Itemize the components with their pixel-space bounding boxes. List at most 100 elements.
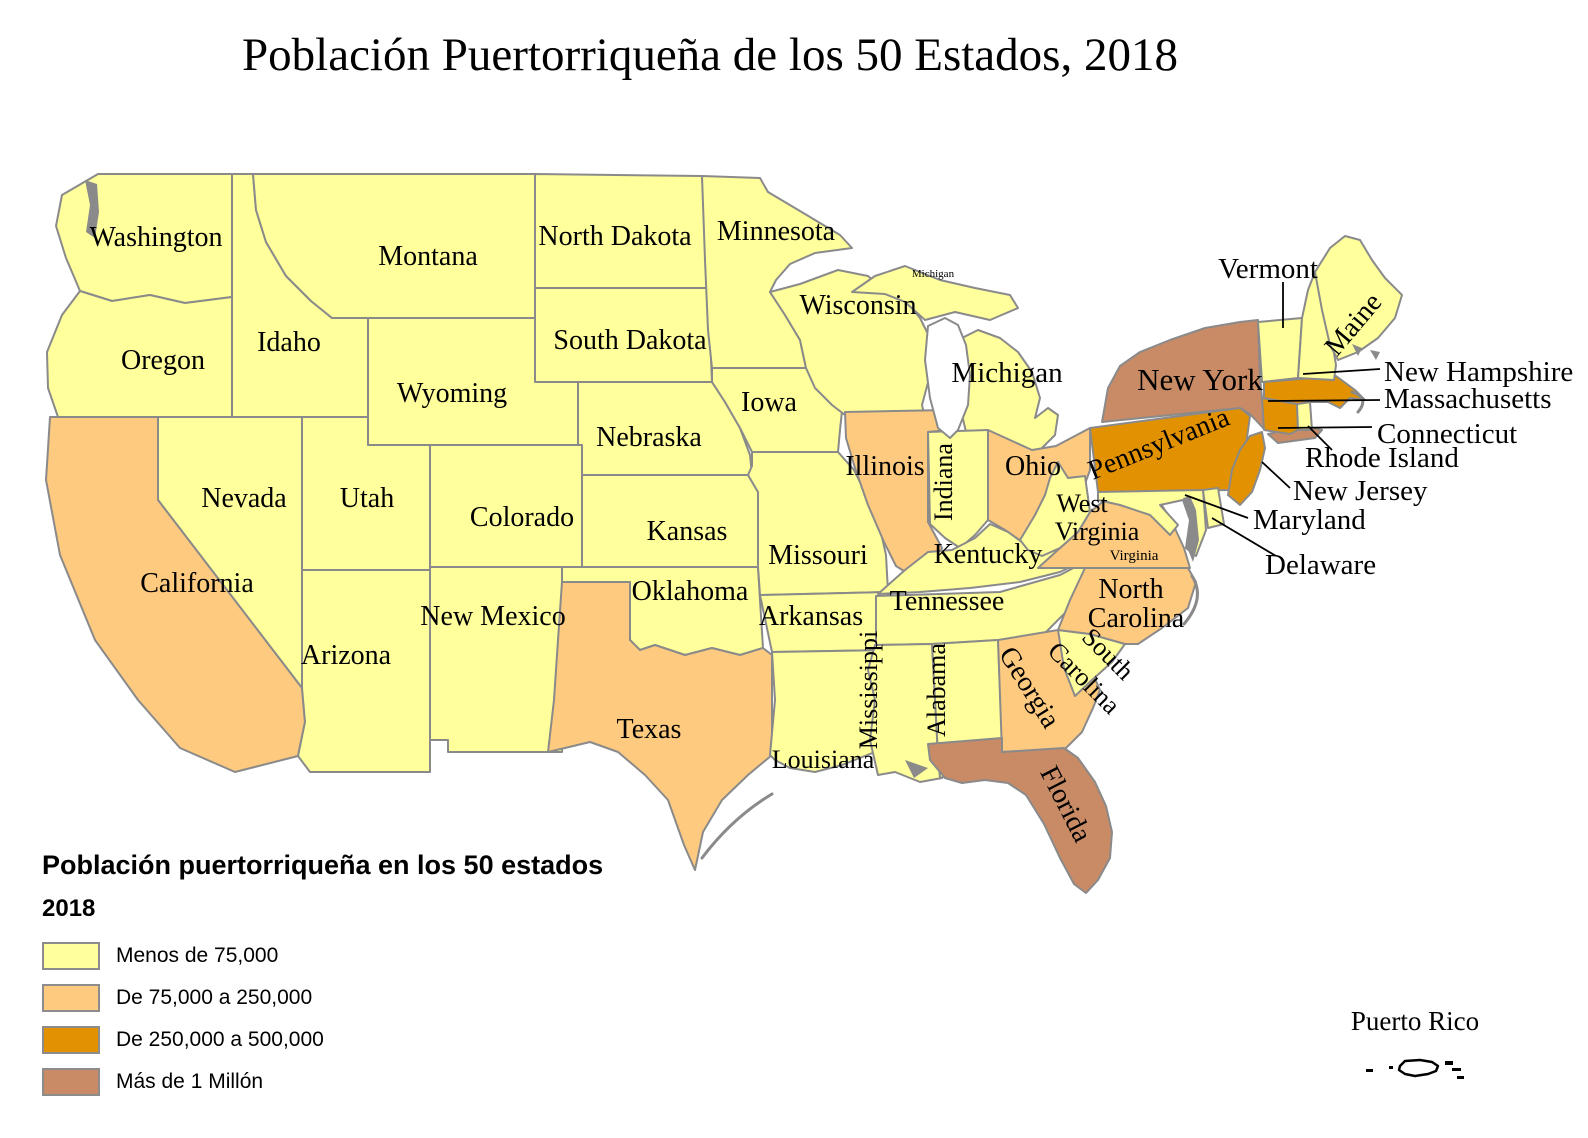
- state-new-mexico: [429, 566, 563, 753]
- label-texas: Texas: [617, 714, 682, 745]
- lake-michigan-icon: [924, 317, 971, 439]
- label-california: California: [140, 568, 254, 599]
- label-oklahoma: Oklahoma: [632, 576, 749, 607]
- callout-line-maryland: [1184, 494, 1249, 519]
- state-new-jersey: [1227, 431, 1266, 506]
- state-rhode-island: [1296, 401, 1313, 431]
- label-mississippi: Mississippi: [854, 631, 883, 750]
- callout-line-connecticut: [1277, 426, 1373, 429]
- label-colorado: Colorado: [470, 502, 574, 533]
- legend-row: De 250,000 a 500,000: [42, 1025, 642, 1055]
- label-wisconsin: Wisconsin: [799, 290, 916, 321]
- label-utah: Utah: [340, 483, 394, 514]
- state-arizona: [297, 569, 431, 773]
- callout-labels-group: Vermont New Hampshire Massachusetts Conn…: [1218, 253, 1573, 581]
- label-arkansas: Arkansas: [759, 601, 863, 632]
- state-florida: [927, 737, 1113, 894]
- label-west-virginia-1: West: [1056, 489, 1108, 518]
- label-kentucky: Kentucky: [934, 539, 1043, 570]
- label-washington: Washington: [89, 222, 222, 253]
- label-nevada: Nevada: [201, 483, 287, 514]
- legend-label-category-4: Más de 1 Millón: [116, 1070, 264, 1094]
- state-delaware: [1202, 487, 1225, 529]
- puerto-rico-islet-east2-icon: [1452, 1068, 1461, 1071]
- callout-label-new-hampshire: New Hampshire: [1384, 356, 1573, 388]
- label-kansas: Kansas: [647, 516, 728, 547]
- legend-label-category-2: De 75,000 a 250,000: [116, 986, 313, 1010]
- label-south-dakota: South Dakota: [553, 325, 707, 356]
- label-wyoming: Wyoming: [397, 378, 507, 409]
- state-california: [45, 416, 306, 773]
- legend-row: Menos de 75,000: [42, 941, 642, 971]
- legend-title: Población puertorriqueña en los 50 estad…: [42, 850, 604, 880]
- label-louisiana: Louisiana: [772, 745, 875, 774]
- label-ohio: Ohio: [1005, 451, 1061, 482]
- callout-lines-group: [1184, 282, 1381, 557]
- label-nebraska: Nebraska: [596, 422, 702, 453]
- puerto-rico-inset: Puerto Rico: [1351, 1006, 1479, 1079]
- callout-line-new-hampshire: [1302, 368, 1381, 375]
- state-maryland: [1097, 489, 1207, 557]
- label-north-carolina-2: Carolina: [1088, 603, 1185, 634]
- callout-label-connecticut: Connecticut: [1377, 418, 1517, 450]
- puerto-rico-island-icon: [1397, 1058, 1440, 1078]
- state-minnesota: [701, 175, 853, 369]
- label-illinois: Illinois: [845, 451, 924, 482]
- label-idaho: Idaho: [257, 327, 321, 358]
- state-labels-group: Washington Oregon California Nevada Idah…: [89, 216, 1388, 848]
- callout-line-delaware: [1211, 517, 1277, 557]
- maine-coast-islands-icon: [1352, 344, 1380, 360]
- legend-items: Menos de 75,000 De 75,000 a 250,000 De 2…: [42, 941, 642, 1097]
- label-north-carolina-1: North: [1098, 574, 1163, 605]
- puerto-rico-islet-west-icon: [1366, 1069, 1373, 1072]
- puerto-rico-islet-south-icon: [1457, 1076, 1464, 1079]
- state-west-virginia: [1019, 461, 1091, 557]
- label-new-mexico: New Mexico: [420, 601, 565, 632]
- callout-label-maryland: Maryland: [1253, 504, 1366, 536]
- label-missouri: Missouri: [768, 540, 868, 571]
- puerto-rico-islet-icon: [1389, 1066, 1393, 1069]
- state-vermont: [1257, 317, 1303, 383]
- puerto-rico-islet-east1-icon: [1445, 1061, 1453, 1065]
- legend-swatch-category-2: [42, 984, 100, 1013]
- legend-swatch-category-3: [42, 1026, 100, 1055]
- state-texas: [547, 581, 773, 871]
- label-alabama: Alabama: [922, 643, 951, 737]
- callout-line-new-jersey: [1261, 461, 1291, 489]
- callout-label-new-jersey: New Jersey: [1293, 475, 1428, 507]
- label-arizona: Arizona: [301, 640, 392, 671]
- chesapeake-bay-icon: [1183, 496, 1199, 562]
- label-tennessee: Tennessee: [890, 586, 1005, 617]
- callout-label-rhode-island: Rhode Island: [1305, 442, 1459, 474]
- outer-banks-icon: [1182, 574, 1199, 626]
- states-group: [45, 173, 1403, 894]
- legend-row: Más de 1 Millón: [42, 1067, 642, 1097]
- label-oregon: Oregon: [121, 345, 205, 376]
- callout-label-massachusetts: Massachusetts: [1384, 383, 1552, 415]
- legend-label-category-1: Menos de 75,000: [116, 944, 279, 968]
- mississippi-delta-icon: [905, 760, 928, 778]
- page-title: Población Puertorriqueña de los 50 Estad…: [242, 29, 1178, 81]
- label-iowa: Iowa: [741, 387, 798, 418]
- legend-swatch-category-4: [42, 1068, 100, 1097]
- callout-label-vermont: Vermont: [1218, 253, 1318, 285]
- label-west-virginia-2: Virginia: [1055, 517, 1140, 546]
- water-and-coast-decorations: [85, 180, 1380, 860]
- label-indiana: Indiana: [929, 443, 958, 521]
- legend-swatch-category-1: [42, 942, 100, 971]
- label-minnesota: Minnesota: [717, 216, 836, 247]
- state-michigan-upper: [851, 265, 1019, 321]
- label-new-york: New York: [1137, 362, 1263, 397]
- label-virginia: Virginia: [1110, 548, 1159, 564]
- legend: Población puertorriqueña en los 50 estad…: [42, 850, 642, 1097]
- legend-label-category-3: De 250,000 a 500,000: [116, 1028, 324, 1052]
- label-montana: Montana: [378, 241, 478, 272]
- legend-row: De 75,000 a 250,000: [42, 983, 642, 1013]
- callout-line-rhode-island: [1307, 425, 1333, 451]
- state-maine: [1314, 235, 1403, 361]
- state-wisconsin: [769, 269, 933, 419]
- callout-line-massachusetts: [1267, 399, 1381, 402]
- puget-sound-icon: [85, 180, 99, 238]
